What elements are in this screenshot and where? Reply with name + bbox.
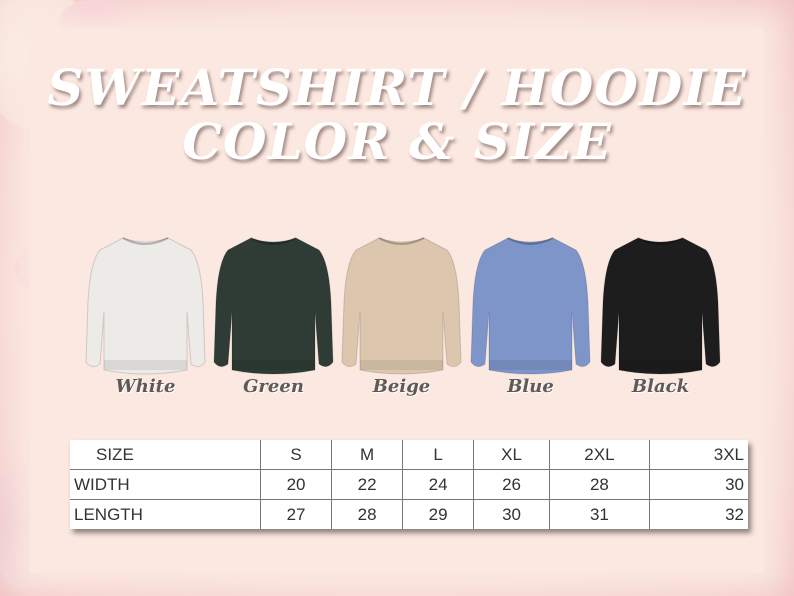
title-line-1: SWEATSHIRT / HOODIE: [47, 58, 747, 117]
table-cell: 27: [260, 499, 333, 529]
table-cell: 32: [725, 504, 744, 524]
table-row-width: WIDTH 20 22 24 26 28 30: [70, 469, 748, 500]
color-label: Beige: [372, 376, 431, 397]
sweatshirt-black: [598, 232, 723, 380]
color-label: Green: [243, 376, 304, 397]
size-chart-table: SIZE S M L XL 2XL 3XL WIDTH 20 22 24 26 …: [70, 440, 748, 529]
table-cell: 26: [473, 469, 550, 500]
table-cell: 31: [549, 499, 650, 529]
table-cell: 30: [473, 499, 550, 529]
header-cell: M: [331, 440, 404, 470]
sweatshirt-white: [83, 232, 208, 380]
table-cell: 30: [649, 469, 748, 500]
sweatshirt-blue: [468, 232, 593, 380]
header-cell: XL: [473, 440, 550, 470]
sweatshirt-beige: [339, 232, 464, 380]
header-cell: S: [260, 440, 333, 470]
table-cell: 24: [402, 469, 475, 500]
row-label: WIDTH: [70, 469, 261, 500]
header-cell: SIZE: [70, 440, 261, 470]
sweatshirt-green: [211, 232, 336, 380]
table-cell: 22: [331, 469, 404, 500]
color-label: White: [115, 376, 176, 397]
row-label: LENGTH: [70, 499, 261, 529]
table-header-row: SIZE S M L XL 2XL 3XL: [70, 440, 748, 470]
color-label: Blue: [507, 376, 554, 397]
header-cell: 2XL: [549, 440, 650, 470]
header-cell: L: [402, 440, 475, 470]
table-row-length: LENGTH 27 28 29 30 31 32: [70, 499, 748, 529]
color-label: Black: [631, 376, 690, 397]
title-line-2: COLOR & SIZE: [182, 112, 612, 171]
table-cell: 20: [260, 469, 333, 500]
header-cell: 3XL: [649, 440, 748, 470]
table-cell: 28: [331, 499, 404, 529]
table-cell: 29: [402, 499, 475, 529]
table-cell: 28: [549, 469, 650, 500]
